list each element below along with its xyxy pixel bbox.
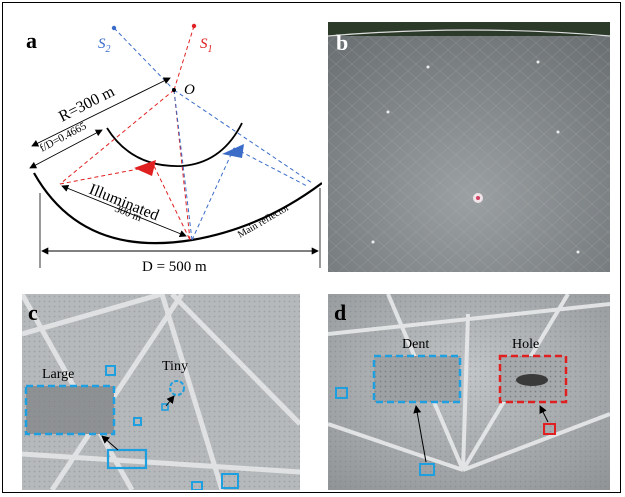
label-d: D = 500 m (142, 259, 207, 275)
panel-c-photo: Large Tiny (22, 294, 300, 490)
panel-a-letter: a (26, 28, 37, 53)
panel-d-letter: d (334, 300, 347, 325)
large-box (24, 384, 116, 436)
feed-red (134, 160, 156, 176)
panel-c: Large Tiny c (22, 294, 300, 490)
defect-box (335, 387, 348, 399)
panel-d-photo: Dent Hole (328, 294, 610, 490)
defect-box (221, 473, 239, 489)
label-large: Large (42, 367, 74, 382)
label-s2: S2 (98, 36, 111, 55)
defect-box (105, 365, 116, 376)
hole-source-box (543, 423, 556, 435)
label-o: O (184, 82, 195, 98)
panel-a: S2 S1 O R=300 m f/D=0.4665 Illuminated 3… (22, 18, 322, 280)
panel-b-letter: b (336, 30, 349, 55)
reflector-photo (328, 22, 610, 272)
label-hole: Hole (512, 337, 539, 352)
defect-box (133, 417, 142, 426)
defect-box (191, 481, 203, 490)
center-o-dot (172, 88, 176, 92)
dent-source-box (419, 463, 435, 476)
geometry-diagram: S2 S1 O R=300 m f/D=0.4665 Illuminated 3… (29, 23, 322, 275)
feed-blue (222, 144, 244, 158)
label-s1: S1 (200, 36, 213, 55)
panel-c-letter: c (28, 300, 38, 325)
tiny-box (169, 380, 185, 396)
large-source-box (106, 448, 148, 470)
label-tiny: Tiny (162, 359, 188, 374)
label-main-reflector: Main reflector (236, 202, 292, 241)
focal-arc (106, 122, 243, 167)
panel-d: Dent Hole d (328, 294, 610, 490)
panel-b: b (328, 22, 610, 272)
tiny-source-box (161, 403, 169, 411)
source-s2-dot (111, 25, 117, 31)
source-s1-dot (191, 23, 197, 29)
label-dent: Dent (402, 337, 429, 352)
hole-box (498, 354, 568, 404)
figure-frame (2, 2, 621, 493)
